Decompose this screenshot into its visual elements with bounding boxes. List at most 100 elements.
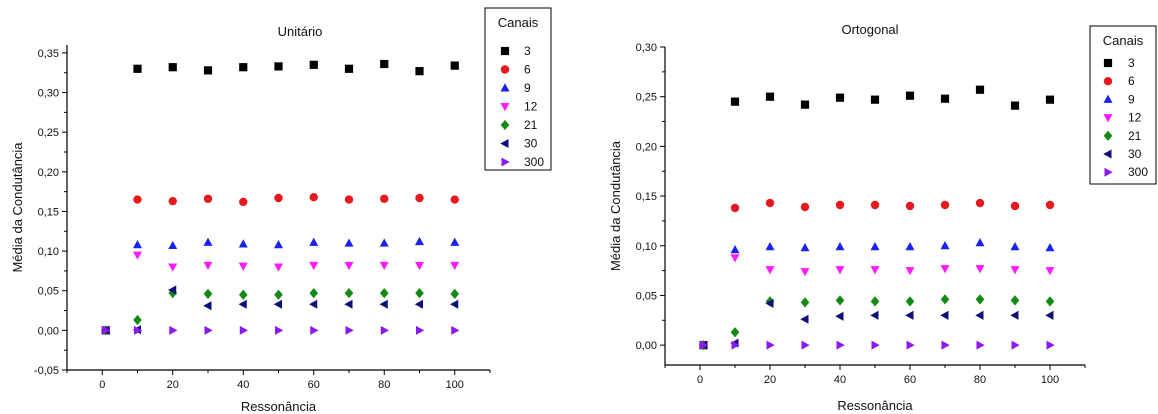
data-point <box>450 61 459 70</box>
data-point <box>168 63 177 72</box>
data-point <box>906 340 915 350</box>
legend-marker <box>1103 77 1113 86</box>
data-point <box>731 340 740 350</box>
series-300 <box>700 340 1055 350</box>
data-point <box>975 85 985 94</box>
legend-label: 9 <box>1128 92 1135 106</box>
data-point <box>940 294 950 305</box>
data-point <box>414 299 423 309</box>
data-point <box>905 267 915 276</box>
data-point <box>975 265 985 274</box>
data-point <box>168 263 178 272</box>
data-point <box>1045 243 1055 252</box>
data-point <box>871 340 880 350</box>
data-point <box>451 325 460 335</box>
x-tick-label: 60 <box>308 379 320 391</box>
data-point <box>203 301 212 311</box>
data-point <box>309 261 319 271</box>
data-point <box>800 100 810 109</box>
data-point <box>309 60 318 69</box>
data-point <box>870 242 880 251</box>
data-point <box>1010 310 1019 320</box>
data-point <box>905 296 915 307</box>
data-point <box>1045 95 1055 104</box>
data-point <box>310 325 319 335</box>
data-point <box>940 200 950 210</box>
data-point <box>203 288 213 300</box>
data-point <box>800 268 810 277</box>
data-point <box>450 261 460 271</box>
legend-marker <box>500 83 510 92</box>
data-point <box>765 198 775 208</box>
legend-label: 300 <box>1128 165 1148 179</box>
legend-marker <box>500 65 510 74</box>
data-point <box>1011 340 1020 350</box>
legend-marker <box>1104 167 1113 177</box>
chart-1: Unitário 0 20 40 60 80 100 -0,05 0,00 0,05 0,10 0,1… <box>10 7 552 414</box>
data-point <box>1010 242 1020 251</box>
data-point <box>274 289 283 300</box>
data-point <box>239 63 248 72</box>
data-point <box>905 310 914 320</box>
data-point <box>975 238 985 247</box>
data-point <box>730 327 740 338</box>
data-point <box>800 297 810 308</box>
data-point <box>344 299 353 309</box>
data-point <box>133 195 142 204</box>
legend-marker <box>500 119 510 131</box>
data-point <box>134 325 143 335</box>
data-point <box>940 310 949 320</box>
chart-title: Unitário <box>278 24 323 39</box>
data-point <box>975 310 984 320</box>
data-point <box>905 242 915 251</box>
data-point <box>414 261 425 271</box>
data-point <box>415 193 424 203</box>
data-point <box>169 325 178 335</box>
data-point <box>766 340 775 350</box>
x-tick-label: 80 <box>974 374 986 386</box>
data-point <box>765 92 775 101</box>
legend-marker <box>1103 114 1113 123</box>
y-tick-label: 0,10 <box>636 241 657 253</box>
data-point <box>168 285 177 295</box>
y-tick-label: 0,10 <box>38 246 59 258</box>
data-point <box>273 263 284 272</box>
data-point <box>835 93 845 102</box>
series-21 <box>699 294 1055 351</box>
data-point <box>730 245 740 254</box>
data-point <box>238 239 248 248</box>
data-point <box>168 196 177 206</box>
x-tick-label: 0 <box>99 379 105 391</box>
data-point <box>835 311 844 321</box>
data-point <box>835 242 845 251</box>
y-axis-label: Média da Condutância <box>608 140 623 271</box>
y-tick-label: 0,30 <box>636 42 657 54</box>
x-tick-label: 100 <box>446 379 464 391</box>
data-point <box>309 192 318 202</box>
data-point <box>450 288 460 300</box>
data-point <box>238 299 247 309</box>
data-point <box>275 325 284 335</box>
legend-marker <box>1103 94 1113 103</box>
data-point <box>344 261 354 271</box>
data-point <box>344 195 354 204</box>
data-point <box>450 237 460 246</box>
y-tick-label: 0,00 <box>38 325 59 337</box>
data-point <box>1010 201 1020 211</box>
legend-marker <box>1103 149 1112 159</box>
data-point <box>274 62 283 71</box>
legend-label: 30 <box>524 137 538 151</box>
data-point <box>835 295 845 306</box>
data-point <box>204 325 213 335</box>
data-point <box>975 198 985 208</box>
chart-title: Ortogonal <box>841 22 898 37</box>
data-point <box>415 67 424 76</box>
series-9 <box>101 236 460 334</box>
data-point <box>379 238 389 247</box>
legend: Canais 3 6 9 12 21 30 300 <box>1089 25 1157 185</box>
data-point <box>1010 101 1020 110</box>
data-point <box>730 97 740 106</box>
data-point <box>379 299 388 309</box>
legend-label: 30 <box>1128 147 1142 161</box>
